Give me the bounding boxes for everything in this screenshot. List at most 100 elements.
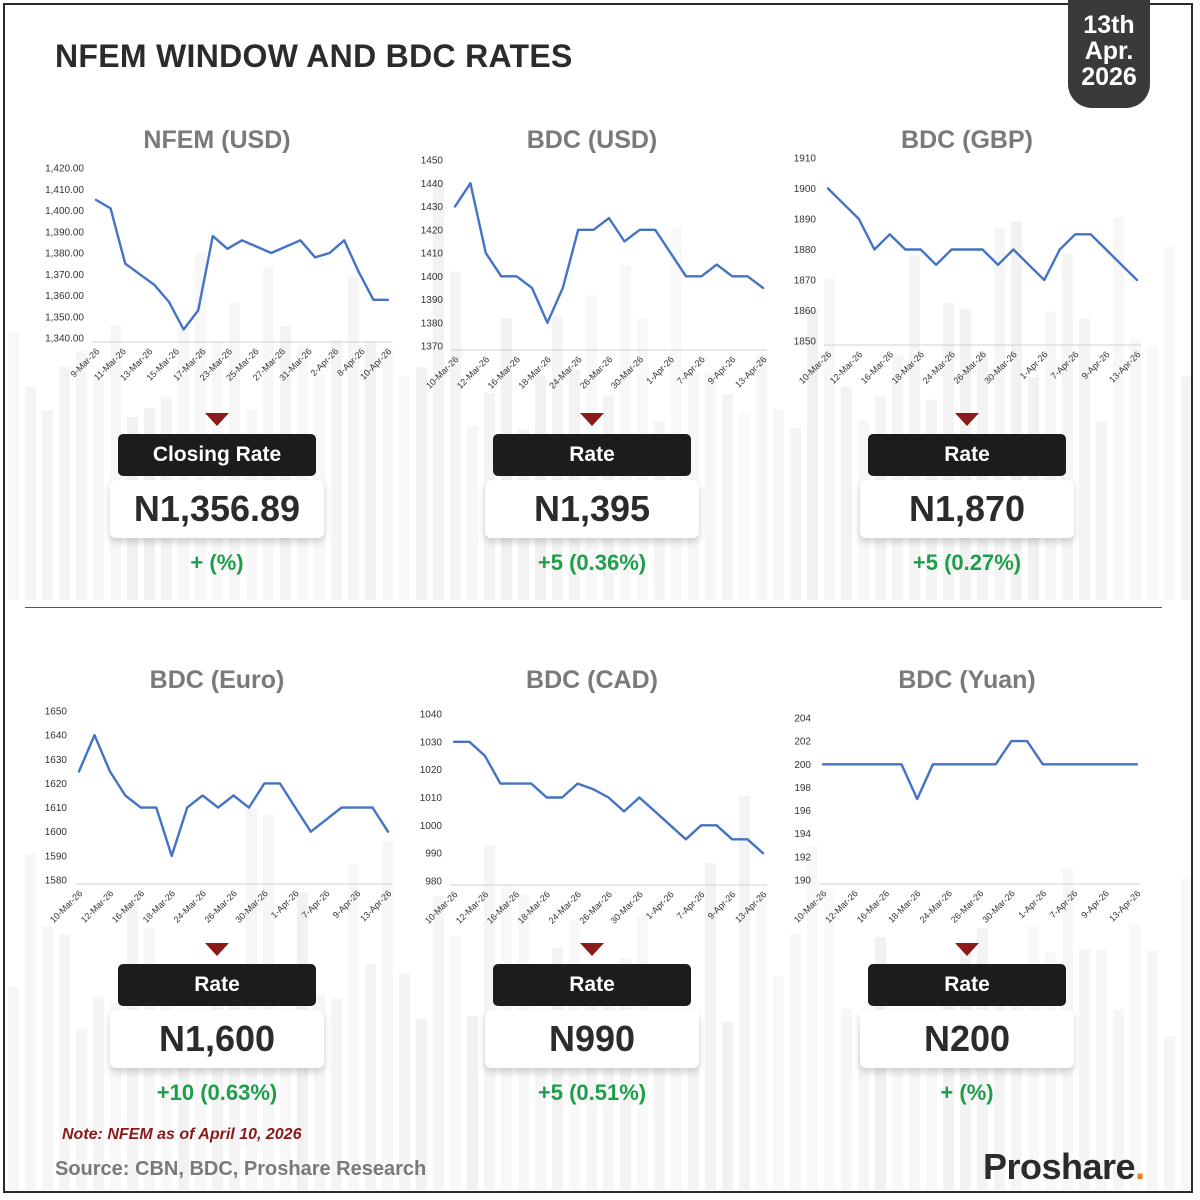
y-tick-label: 1420 — [421, 225, 444, 236]
panel-title-bdc-euro: BDC (Euro) — [149, 666, 285, 694]
change-bdc-gbp: +5 (0.27%) — [912, 550, 1022, 575]
background-bar — [416, 367, 427, 600]
series-line — [452, 740, 765, 855]
down-arrow-icon — [205, 413, 229, 426]
background-bar — [365, 964, 376, 1190]
y-tick-label: 1870 — [794, 276, 817, 287]
background-bar — [93, 996, 104, 1190]
y-tick-label: 1880 — [794, 245, 817, 256]
label-rate-bdc-euro: Rate — [118, 964, 316, 1006]
background-bar — [552, 947, 563, 1190]
proshare-logo: Proshare. — [983, 1146, 1145, 1188]
background-bar — [1181, 376, 1192, 600]
section-divider — [25, 607, 1162, 608]
background-bar — [229, 968, 240, 1190]
background-bar — [76, 1028, 87, 1190]
panel-title-bdc-gbp: BDC (GBP) — [901, 126, 1033, 154]
panel-title-bdc-cad: BDC (CAD) — [526, 666, 658, 694]
x-tick-label: 30-Mar-26 — [980, 888, 1016, 924]
y-tick-label: 1,410.00 — [45, 185, 84, 196]
x-tick-label: 1-Apr-26 — [1016, 888, 1048, 920]
series-line — [826, 187, 1139, 282]
y-tick-label: 1,350.00 — [45, 312, 84, 323]
y-tick-label: 1400 — [421, 272, 444, 283]
background-bar — [42, 410, 53, 600]
label-rate-bdc-usd: Rate — [493, 434, 691, 476]
down-arrow-icon — [580, 943, 604, 956]
background-bar — [331, 339, 342, 600]
y-tick-label: 1040 — [420, 710, 443, 721]
background-bar — [620, 958, 631, 1190]
background-bar — [467, 1016, 478, 1190]
y-tick-label: 1450 — [421, 156, 444, 167]
x-tick-label: 16-Mar-26 — [855, 888, 891, 924]
change-nfem-usd: + (%) — [190, 550, 244, 575]
page-frame — [3, 3, 1193, 1193]
y-tick-label: 1380 — [421, 318, 444, 329]
y-tick-label: 1580 — [45, 876, 68, 887]
y-tick-label: 1,370.00 — [45, 270, 84, 281]
page-title: NFEM WINDOW AND BDC RATES — [55, 38, 573, 74]
x-tick-label: 9-Apr-26 — [1079, 888, 1111, 920]
y-tick-label: 200 — [794, 760, 811, 771]
y-tick-label: 1620 — [45, 779, 68, 790]
background-bar — [1062, 253, 1073, 601]
background-bar — [994, 970, 1005, 1190]
y-tick-label: 1600 — [45, 827, 68, 838]
value-bdc-euro: N1,600 — [110, 1010, 324, 1068]
logo-text: Proshare — [983, 1146, 1136, 1187]
x-tick-label: 13-Apr-26 — [1107, 888, 1142, 923]
series-line — [94, 198, 390, 331]
background-bar — [1147, 950, 1158, 1190]
y-tick-label: 1610 — [45, 803, 68, 814]
background-bar — [943, 974, 954, 1190]
down-arrow-icon — [955, 413, 979, 426]
value-bdc-usd: N1,395 — [485, 480, 699, 538]
y-tick-label: 1440 — [421, 179, 444, 190]
x-tick-label: 10-Mar-26 — [792, 888, 828, 924]
y-tick-label: 1890 — [794, 215, 817, 226]
series-line — [77, 733, 390, 858]
change-bdc-yuan: + (%) — [940, 1080, 994, 1105]
y-tick-label: 1,340.00 — [45, 334, 84, 345]
y-tick-label: 1860 — [794, 306, 817, 317]
background-bar — [1011, 221, 1022, 601]
background-bar — [960, 951, 971, 1190]
background-bar — [59, 934, 70, 1190]
y-tick-label: 980 — [425, 877, 442, 888]
y-tick-label: 194 — [794, 829, 811, 840]
y-tick-label: 198 — [794, 783, 811, 794]
y-tick-label: 1030 — [420, 737, 443, 748]
background-bar — [76, 350, 87, 600]
y-tick-label: 1900 — [794, 184, 817, 195]
y-tick-label: 1,380.00 — [45, 249, 84, 260]
y-tick-label: 1590 — [45, 851, 68, 862]
background-bar — [807, 309, 818, 600]
label-closing-rate: Closing Rate — [118, 434, 316, 476]
y-tick-label: 1630 — [45, 755, 68, 766]
background-bar — [858, 1031, 869, 1190]
background-bar — [722, 1021, 733, 1190]
down-arrow-icon — [205, 943, 229, 956]
footnote: Note: NFEM as of April 10, 2026 — [62, 1126, 302, 1143]
y-tick-label: 1430 — [421, 202, 444, 213]
panel-title-bdc-yuan: BDC (Yuan) — [898, 666, 1036, 694]
down-arrow-icon — [955, 943, 979, 956]
y-tick-label: 1,360.00 — [45, 291, 84, 302]
value-bdc-cad: N990 — [485, 1010, 699, 1068]
x-tick-label: 24-Mar-26 — [918, 888, 954, 924]
background-bar — [416, 1018, 427, 1190]
logo-dot: . — [1135, 1146, 1145, 1187]
date-day: 13th — [1083, 11, 1135, 39]
x-tick-label: 12-Mar-26 — [823, 888, 859, 924]
y-tick-label: 202 — [794, 737, 811, 748]
y-tick-label: 1000 — [420, 821, 443, 832]
y-tick-label: 196 — [794, 806, 811, 817]
background-bar — [331, 999, 342, 1190]
y-tick-label: 1390 — [421, 295, 444, 306]
y-tick-label: 1850 — [794, 337, 817, 348]
